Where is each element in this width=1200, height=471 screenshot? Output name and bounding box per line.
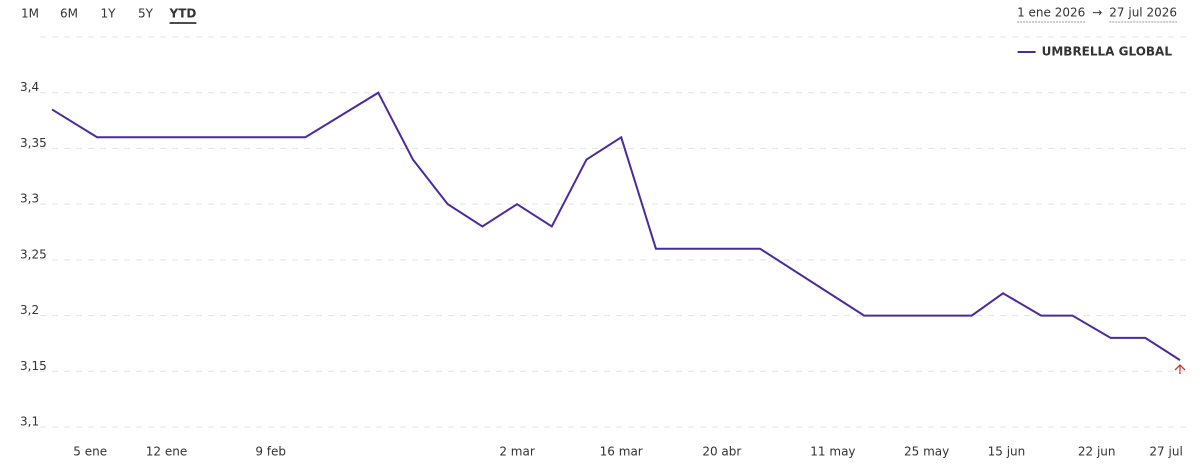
range-tab[interactable]: 6M: [60, 7, 78, 21]
x-tick-label: 16 mar: [600, 445, 643, 459]
y-tick-label: 3,2: [20, 303, 39, 317]
x-tick-label: 27 jul: [1149, 445, 1182, 459]
range-tab[interactable]: 1Y: [101, 7, 117, 21]
x-tick-label: 25 may: [904, 445, 949, 459]
range-tab[interactable]: 1M: [21, 7, 39, 21]
y-tick-label: 3,25: [20, 247, 47, 261]
legend-label: UMBRELLA GLOBAL: [1042, 45, 1173, 59]
y-tick-label: 3,4: [20, 80, 39, 94]
date-to[interactable]: 27 jul 2026: [1109, 6, 1177, 20]
x-tick-label: 11 may: [810, 445, 855, 459]
date-arrow: →: [1092, 6, 1102, 20]
trend-arrow-icon: [1174, 364, 1186, 374]
range-tab[interactable]: 5Y: [138, 7, 154, 21]
y-tick-label: 3,15: [20, 359, 47, 373]
y-tick-label: 3,3: [20, 192, 39, 206]
date-from[interactable]: 1 ene 2026: [1017, 6, 1085, 20]
x-tick-label: 9 feb: [255, 445, 286, 459]
x-tick-label: 15 jun: [988, 445, 1026, 459]
y-tick-label: 3,1: [20, 415, 39, 429]
x-tick-label: 22 jun: [1078, 445, 1116, 459]
y-tick-label: 3,35: [20, 136, 47, 150]
x-tick-label: 20 abr: [702, 445, 741, 459]
x-tick-label: 2 mar: [499, 445, 534, 459]
x-tick-label: 12 ene: [146, 445, 187, 459]
series-line: [51, 91, 1181, 361]
x-tick-label: 5 ene: [73, 445, 107, 459]
range-tab[interactable]: YTD: [169, 7, 197, 21]
